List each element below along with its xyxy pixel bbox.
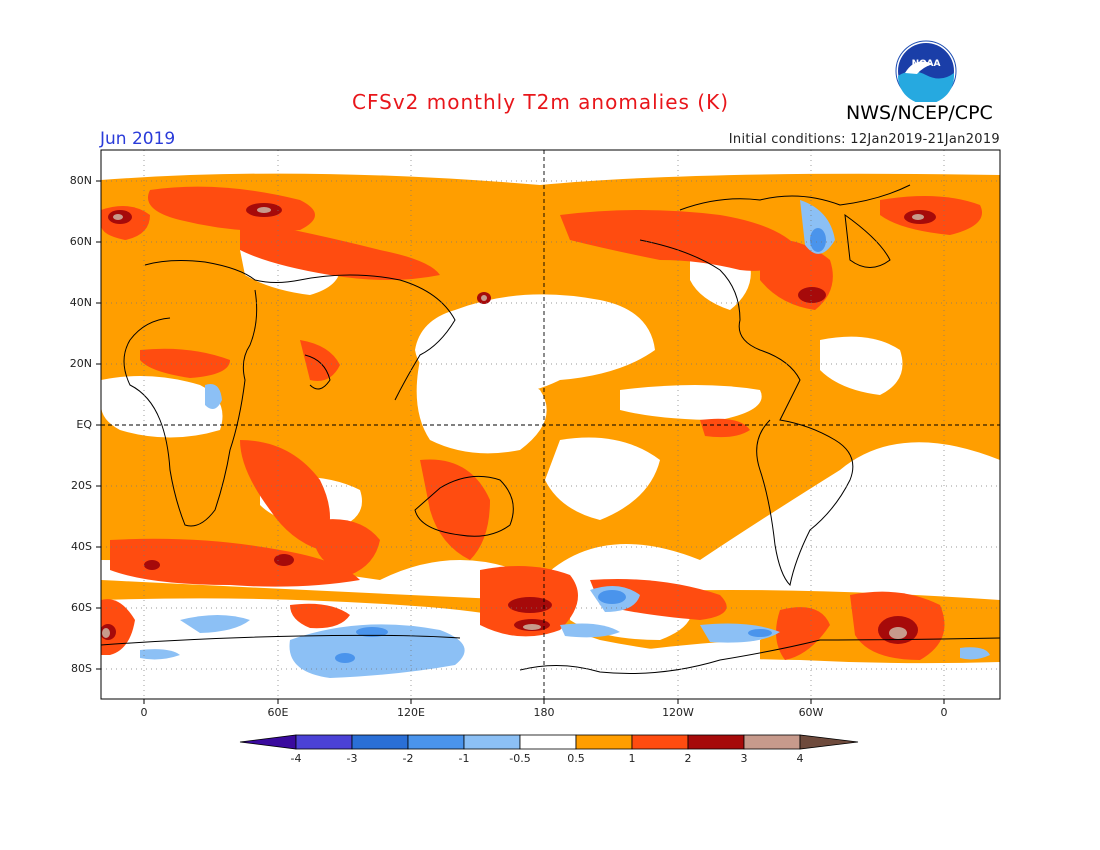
equator-dateline	[101, 150, 1000, 699]
colorbar-label: 0.5	[567, 752, 585, 765]
colorbar-swatch	[575, 734, 633, 750]
lon-label: 120E	[397, 706, 425, 719]
colorbar-label: -0.5	[509, 752, 531, 765]
warm-anomaly-3	[102, 207, 924, 639]
lon-label: 180	[533, 706, 555, 719]
lon-label: 60E	[267, 706, 289, 719]
colorbar-label: 3	[740, 752, 748, 765]
lat-label: 80S	[71, 662, 92, 675]
lon-label: 60W	[798, 706, 824, 719]
axis-ticks	[96, 180, 945, 704]
colorbar-label: 4	[796, 752, 804, 765]
colorbar-swatch	[631, 734, 689, 750]
colorbar-label: -2	[402, 752, 414, 765]
lon-label: 0	[140, 706, 148, 719]
colorbar-label: -1	[458, 752, 470, 765]
lat-label: 40N	[69, 296, 92, 309]
lat-label: 40S	[71, 540, 92, 553]
noaa-logo-text: NOAA	[912, 59, 941, 69]
colorbar-label: -4	[290, 752, 302, 765]
colorbar-swatch-lt-4	[239, 734, 297, 750]
colorbar-swatch	[743, 734, 801, 750]
initial-conditions: Initial conditions: 12Jan2019-21Jan2019	[728, 132, 1000, 147]
colorbar-swatch	[351, 734, 409, 750]
forecast-month: Jun 2019	[100, 129, 176, 149]
colorbar-swatch-gt-4	[799, 734, 859, 750]
lat-label: 80N	[69, 174, 92, 187]
coastlines	[101, 184, 1000, 674]
lat-label: 60S	[71, 601, 92, 614]
lon-label: 120W	[662, 706, 694, 719]
lat-label: 20S	[71, 479, 92, 492]
noaa-logo: NOAA	[895, 40, 957, 102]
cool-anomaly-1	[335, 228, 826, 663]
colorbar-swatch	[407, 734, 465, 750]
colorbar-label: 1	[628, 752, 636, 765]
colorbar-label: -3	[346, 752, 358, 765]
chart-title: CFSv2 monthly T2m anomalies (K)	[352, 90, 729, 114]
colorbar-label: 2	[684, 752, 692, 765]
cool-anomaly-05	[140, 200, 990, 678]
colorbar	[239, 734, 859, 750]
lat-label: EQ	[76, 418, 92, 431]
lat-label: 60N	[69, 235, 92, 248]
agency-label: NWS/NCEP/CPC	[846, 102, 993, 124]
lat-label: 20N	[69, 357, 92, 370]
colorbar-swatch	[463, 734, 521, 750]
colorbar-swatch	[295, 734, 353, 750]
colorbar-swatch	[519, 734, 577, 750]
lon-label: 0	[940, 706, 948, 719]
colorbar-swatch	[687, 734, 745, 750]
